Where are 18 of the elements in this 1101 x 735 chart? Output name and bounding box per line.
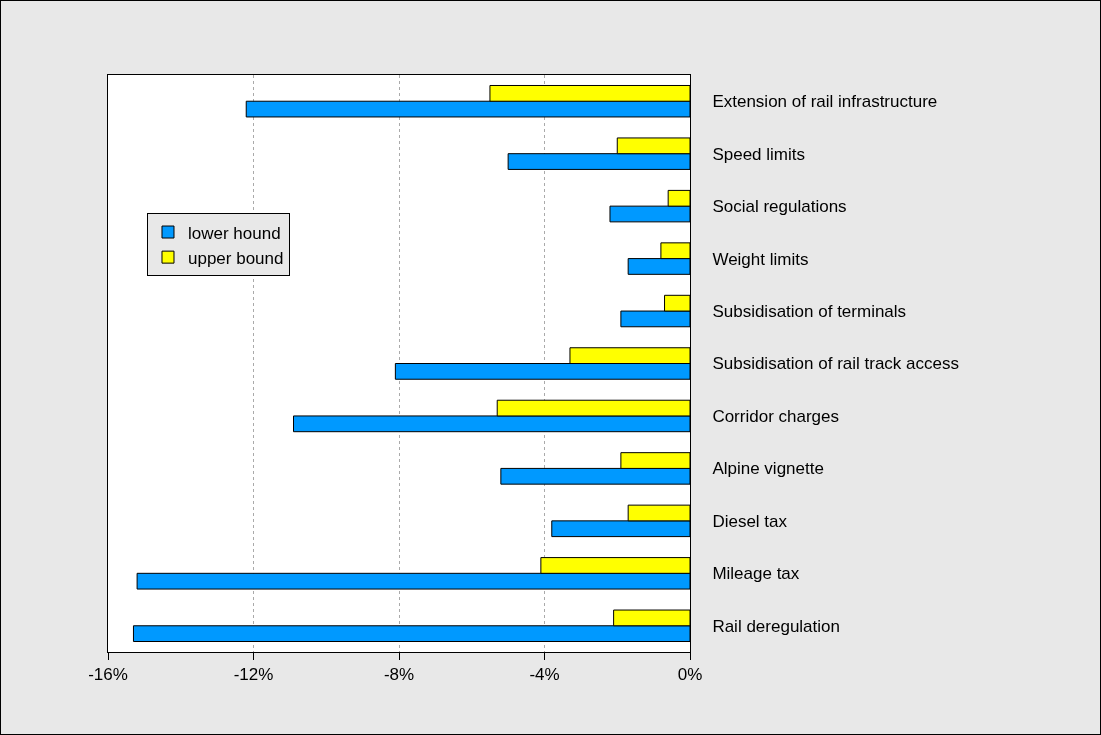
y-tick-label: Mileage tax (712, 564, 800, 584)
y-tick-label: Weight limits (712, 249, 809, 269)
y-tick-label: Social regulations (712, 197, 847, 217)
y-tick-label: Subsidisation of rail track access (712, 354, 960, 374)
x-tick-label: 0% (677, 665, 703, 685)
legend-label: upper bound (187, 248, 284, 268)
y-tick-label: Subsidisation of terminals (712, 302, 907, 321)
y-tick-label: Speed limits (712, 144, 806, 164)
x-tick-label: -8% (383, 665, 415, 685)
x-tick-label: -12% (233, 665, 274, 685)
y-tick-label: Diesel tax (712, 511, 788, 531)
legend-label: lower hound (187, 223, 281, 243)
x-tick-label: -4% (529, 665, 560, 685)
y-tick-label: Corridor charges (712, 406, 840, 426)
y-tick-label: Extension of rail infrastructure (712, 92, 938, 112)
y-tick-label: Rail deregulation (712, 616, 840, 636)
x-tick-label: -16% (88, 665, 128, 685)
y-tick-label: Alpine vignette (712, 459, 824, 479)
